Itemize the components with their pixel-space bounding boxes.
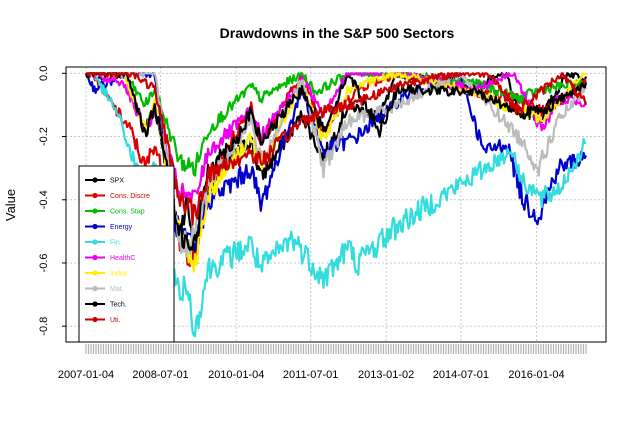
legend-swatch-marker: [92, 316, 98, 323]
legend-label: Indus: [110, 271, 128, 278]
x-tick-label: 2014-07-01: [433, 369, 489, 381]
legend-entry: Uti.: [85, 316, 121, 324]
legend-swatch-marker: [92, 192, 98, 199]
x-tick-label: 2011-07-01: [283, 369, 338, 381]
y-tick-label: -0.2: [38, 127, 50, 146]
x-tick-label: 2008-07-01: [132, 369, 188, 381]
legend-swatch-marker: [92, 285, 98, 292]
y-tick-label: -0.8: [38, 317, 50, 336]
legend-label: Energy: [110, 224, 133, 231]
legend-box: [78, 165, 175, 343]
legend: SPX Cons. Discre Cons. Stap Energy Fin. Healt…: [78, 165, 175, 343]
y-tick-label: -0.4: [38, 190, 50, 209]
legend-label: Cons. Stap: [110, 209, 145, 216]
x-tick-label: 2007-01-04: [58, 369, 114, 381]
legend-swatch-marker: [92, 208, 98, 214]
x-tick-label: 2013-01-02: [358, 369, 414, 381]
legend-label: Tech.: [110, 302, 127, 309]
legend-label: Fin.: [110, 240, 122, 247]
series-line-uti: [86, 72, 588, 226]
legend-swatch-marker: [92, 239, 98, 245]
legend-swatch-marker: [92, 301, 98, 307]
legend-swatch-marker: [92, 254, 98, 261]
legend-label: HealthC: [110, 255, 135, 262]
plot-frame: [65, 66, 607, 343]
legend-swatch-marker: [92, 177, 98, 183]
x-minor-ticks: [85, 344, 587, 354]
legend-entry: Tech.: [85, 301, 127, 309]
legend-entry: Cons. Stap: [85, 208, 145, 216]
legend-entry: Fin.: [85, 239, 122, 247]
x-tick-label: 2016-01-04: [508, 369, 564, 381]
legend-entry: Indus: [85, 270, 128, 278]
y-tick-label: 0.0: [38, 66, 50, 81]
legend-entry: Cons. Discre: [85, 192, 150, 200]
x-tick-label: 2010-01-04: [208, 369, 264, 381]
series-line-cons-stap: [86, 72, 588, 177]
legend-label: SPX: [110, 178, 124, 185]
legend-swatch-marker: [92, 270, 98, 276]
legend-entry: HealthC: [85, 254, 135, 262]
y-tick-label: -0.6: [38, 253, 50, 272]
axis-ticks: 0.0 -0.2 -0.4 -0.6 -0.8 2007-01-04 2008-07-01 2…: [38, 66, 587, 381]
chart-title: Drawdowns in the S&P 500 Sectors: [220, 25, 455, 41]
legend-entry: SPX: [85, 177, 124, 185]
legend-swatch-marker: [92, 223, 98, 230]
legend-entry: Mat.: [85, 285, 124, 293]
legend-label: Uti.: [110, 317, 121, 324]
legend-label: Cons. Discre: [110, 193, 150, 200]
legend-label: Mat.: [110, 286, 124, 293]
y-axis-label: Value: [3, 189, 18, 221]
legend-entry: Energy: [85, 223, 133, 231]
